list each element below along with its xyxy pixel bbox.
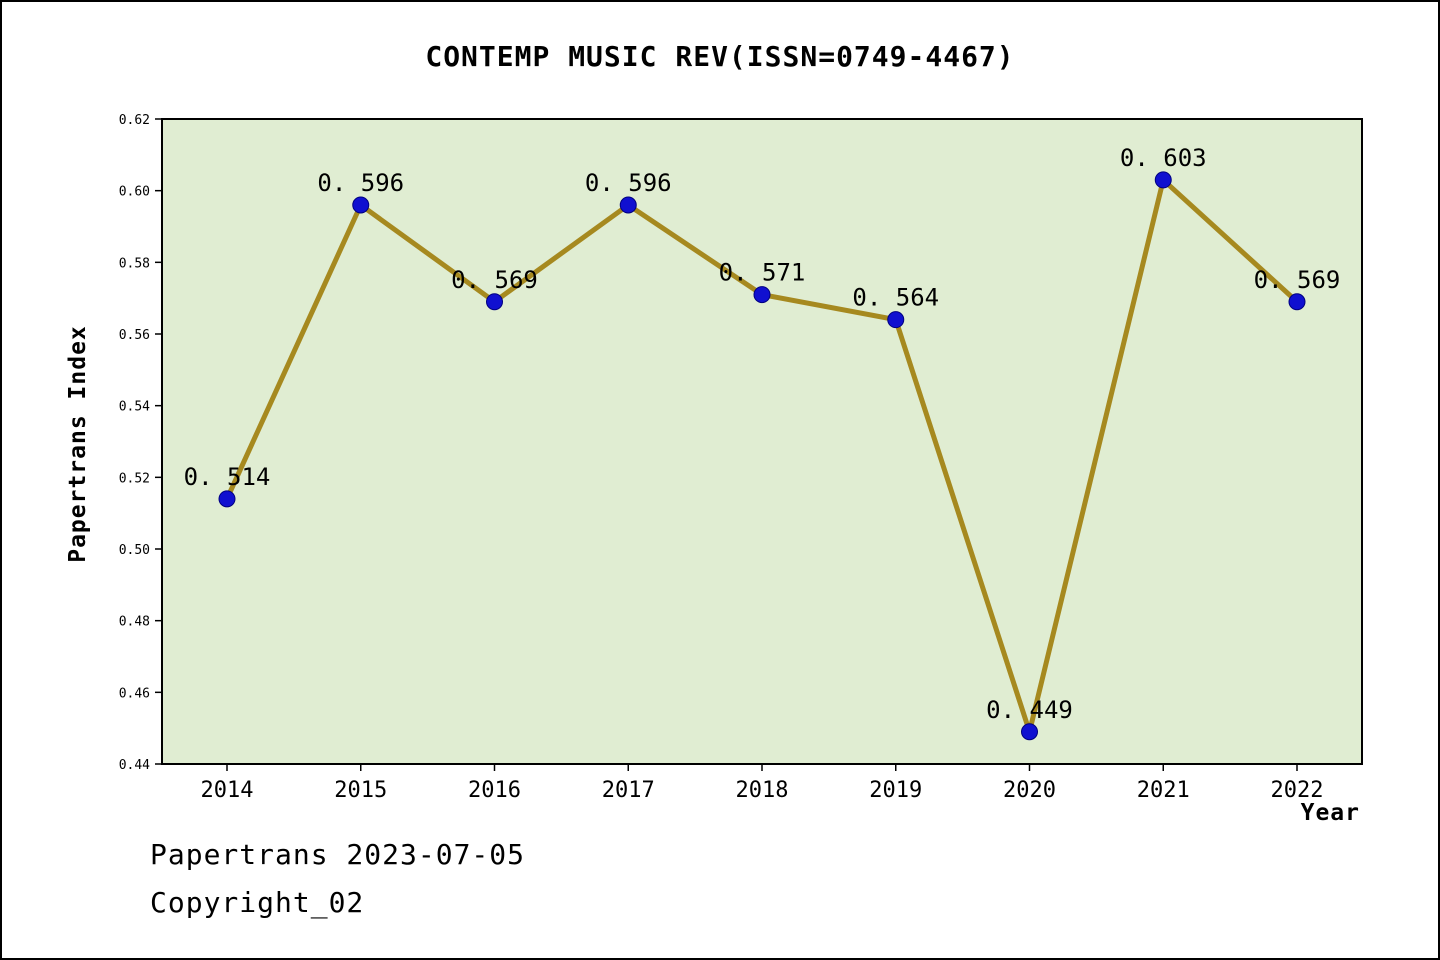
y-tick-label: 0.54: [119, 400, 150, 415]
data-point: [218, 490, 236, 508]
data-point-label: 0. 596: [317, 169, 404, 197]
footer-copyright: Copyright_02: [150, 886, 365, 919]
data-point-label: 0. 569: [1254, 266, 1341, 294]
axis-frame: [161, 118, 1363, 765]
chart-plot-area: 0.44 0.46 0.48 0.50 0.52 0.54 0.56 0.58 0.60 0.62…: [62, 112, 1402, 817]
x-tick-label: 2022: [1271, 778, 1324, 803]
y-tick-label: 0.48: [119, 615, 150, 630]
data-point: [1154, 171, 1172, 189]
line-chart: 0.44 0.46 0.48 0.50 0.52 0.54 0.56 0.58 0.60 0.62…: [119, 113, 1363, 803]
x-tick-label: 2016: [468, 778, 521, 803]
data-point-label: 0. 564: [852, 284, 939, 312]
x-tick-label: 2021: [1137, 778, 1190, 803]
data-point-label: 0. 569: [451, 266, 538, 294]
y-tick-label: 0.58: [119, 256, 150, 271]
footer-date: Papertrans 2023-07-05: [150, 838, 526, 871]
y-tick-label: 0.44: [119, 758, 150, 773]
y-tick-label: 0.46: [119, 686, 150, 701]
x-tick-label: 2018: [736, 778, 789, 803]
data-point: [619, 196, 637, 214]
y-tick-label: 0.50: [119, 543, 150, 558]
data-point: [1288, 293, 1306, 311]
y-tick-label: 0.52: [119, 471, 150, 486]
y-tick-label: 0.60: [119, 185, 150, 200]
y-tick-label: 0.62: [119, 113, 150, 128]
data-point: [352, 196, 370, 214]
x-axis-label: Year: [1300, 800, 1360, 826]
plot-background: [162, 119, 1362, 764]
x-tick-label: 2017: [602, 778, 655, 803]
chart-title: CONTEMP MUSIC REV(ISSN=0749-4467): [425, 40, 1015, 73]
data-point: [486, 293, 503, 311]
x-tick-label: 2014: [201, 778, 254, 803]
data-point: [1021, 723, 1038, 741]
data-point-label: 0. 603: [1120, 144, 1207, 172]
data-point-label: 0. 596: [585, 169, 672, 197]
data-point: [753, 286, 771, 304]
data-point-label: 0. 571: [719, 259, 806, 287]
y-tick-label: 0.56: [119, 328, 150, 343]
data-point-label: 0. 449: [986, 696, 1073, 724]
x-tick-label: 2015: [334, 778, 387, 803]
x-tick-label: 2019: [869, 778, 922, 803]
data-point-label: 0. 514: [184, 463, 271, 491]
data-point: [887, 311, 905, 329]
x-tick-label: 2020: [1003, 778, 1056, 803]
